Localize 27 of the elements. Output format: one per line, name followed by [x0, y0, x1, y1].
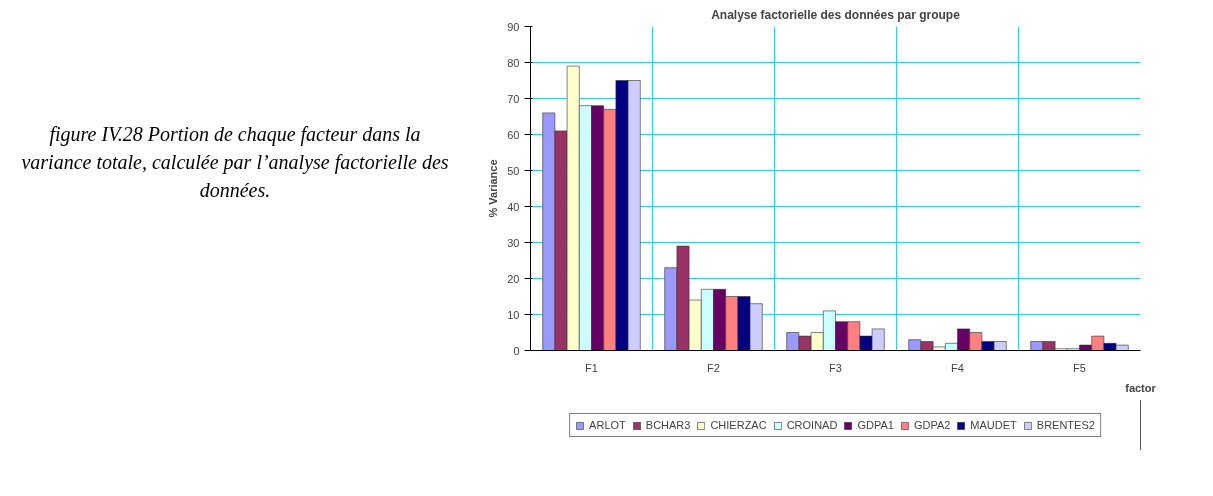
x-tick-label: F4	[951, 361, 964, 374]
legend-label: CHIERZAC	[710, 419, 767, 431]
x-tick-label: F1	[585, 361, 598, 374]
x-tick-label: F3	[829, 361, 842, 374]
y-tick-label: 50	[507, 164, 520, 177]
x-tick-label: F2	[707, 361, 720, 374]
y-axis-title: % Variance	[487, 159, 500, 218]
legend-label: GDPA1	[857, 419, 894, 431]
legend-label: GDPA2	[913, 419, 951, 431]
text: figure IV.28 Portion de chaque facteur dans la variance totale, calculée par l’analyse factorielle des données.	[20, 122, 450, 203]
y-tick-label: 80	[507, 56, 520, 69]
legend-label: MAUDET	[970, 419, 1017, 431]
y-tick-label: 90	[507, 20, 520, 33]
y-tick-label: 0	[513, 344, 520, 357]
chart-title: Analyse factorielle des données par groupe	[711, 7, 961, 22]
legend-label: CROINAD	[786, 419, 838, 431]
legend-label: ARLOT	[589, 419, 626, 431]
x-tick-label: F5	[1073, 361, 1086, 374]
x-axis-title: factor	[1125, 381, 1157, 394]
y-tick-label: 40	[507, 200, 520, 213]
y-tick-label: 60	[507, 128, 520, 141]
legend-label: BCHAR3	[645, 419, 691, 431]
y-tick-label: 10	[507, 308, 520, 321]
legend-label: BRENTES2	[1036, 419, 1095, 431]
y-tick-label: 20	[507, 272, 520, 285]
y-tick-label: 30	[507, 236, 520, 249]
y-tick-label: 70	[507, 92, 520, 105]
